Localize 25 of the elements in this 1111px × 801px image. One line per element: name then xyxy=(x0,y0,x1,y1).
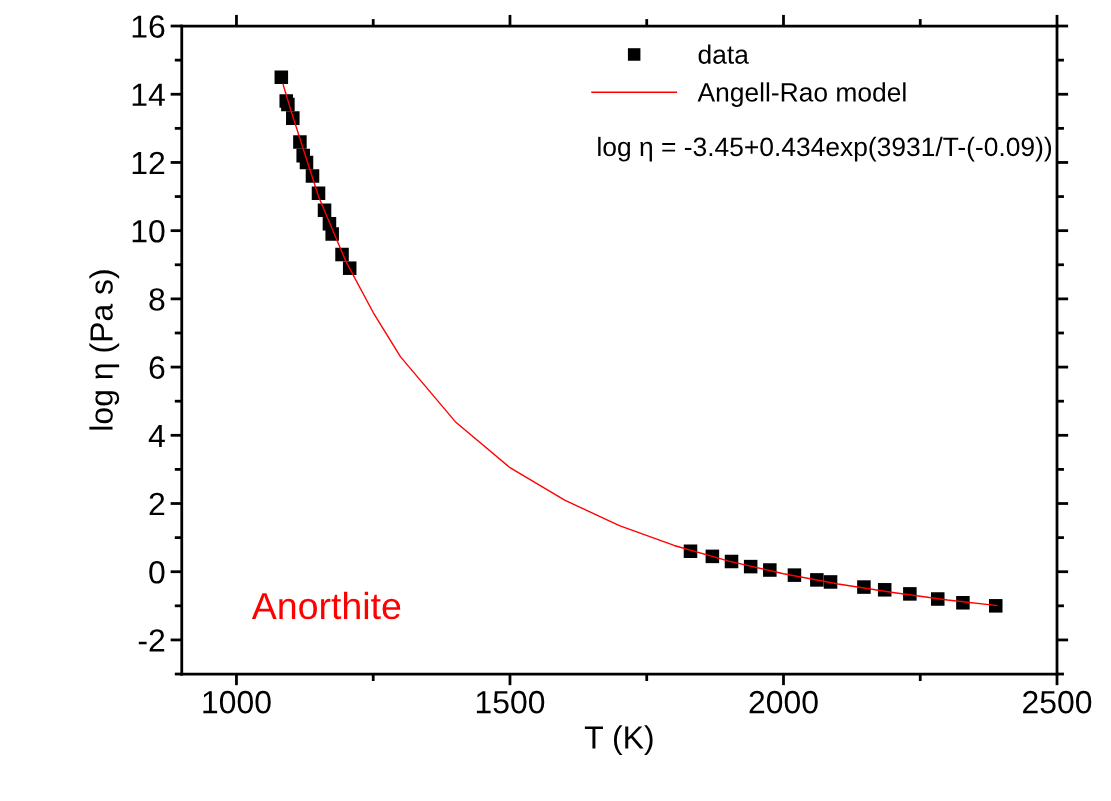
legend-label: data xyxy=(698,44,749,64)
annotation: log η = -3.45+0.434exp(3931/T-(-0.09)) xyxy=(598,136,1052,162)
legend-label: Angell-Rao model xyxy=(697,82,906,107)
x-tick-label: 2000 xyxy=(749,690,818,714)
point xyxy=(988,599,1003,613)
y-axis-title: log η (Pa s) xyxy=(89,270,120,430)
y-tick-label: 8 xyxy=(149,288,165,311)
y-tick-label: -2 xyxy=(138,629,165,652)
y-tick-label: 16 xyxy=(132,15,165,38)
y-tick-label: 10 xyxy=(132,219,165,243)
x-tick-label: 1500 xyxy=(476,690,545,714)
point xyxy=(274,70,289,84)
x-axis-title: T (K) xyxy=(584,725,653,756)
annotation: Anorthite xyxy=(251,591,401,620)
y-tick-label: 4 xyxy=(148,424,165,447)
y-tick-label: 14 xyxy=(132,83,165,106)
point xyxy=(903,587,917,601)
x-tick-label: 1000 xyxy=(203,690,271,714)
x-tick-label: 2500 xyxy=(1023,690,1092,714)
y-tick-label: 2 xyxy=(149,492,165,516)
point xyxy=(956,595,970,610)
y-tick-label: 12 xyxy=(132,151,165,175)
point xyxy=(823,575,838,589)
y-tick-label: 0 xyxy=(149,560,165,584)
y-tick-label: 6 xyxy=(149,356,165,379)
